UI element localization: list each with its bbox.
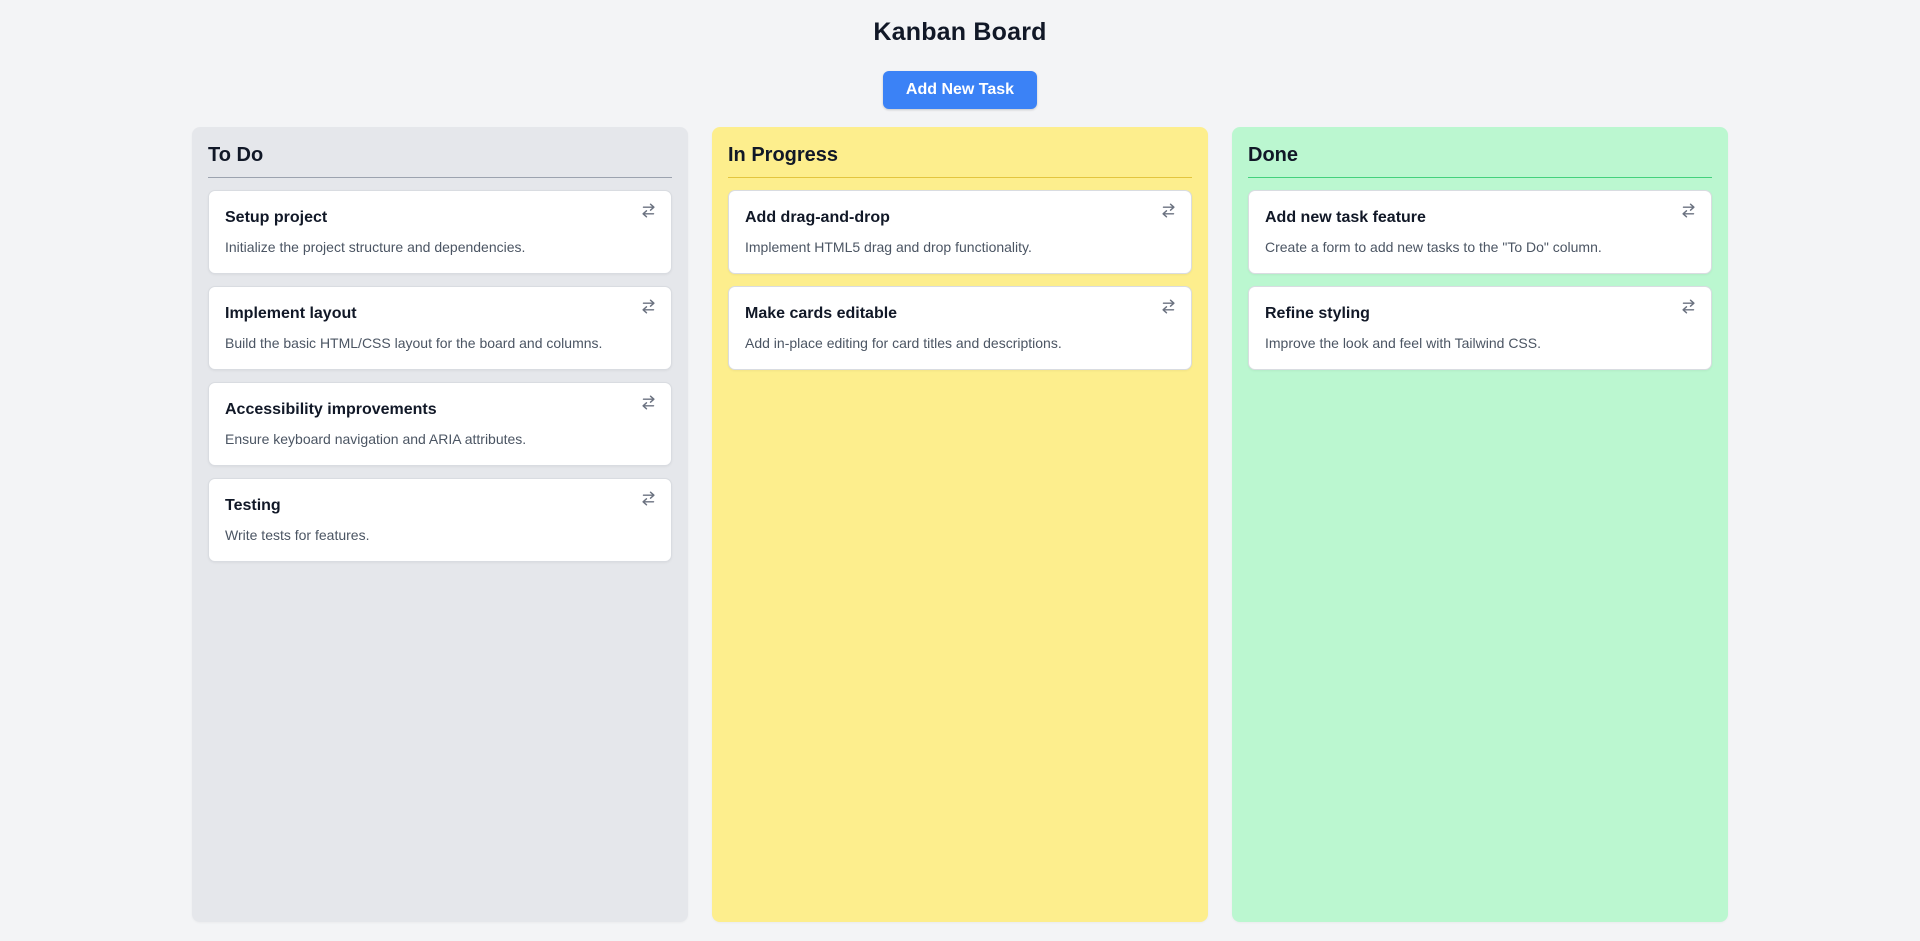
- card-title: Add drag-and-drop: [745, 209, 890, 226]
- page-title: Kanban Board: [873, 18, 1047, 46]
- kanban-column-inprogress: In Progress Add drag-and-drop Implement …: [712, 127, 1208, 922]
- card-description: Implement HTML5 drag and drop functional…: [745, 239, 1032, 255]
- kanban-board: To Do Setup project Initialize the proje…: [192, 127, 1728, 922]
- column-title: To Do: [208, 143, 672, 178]
- card-title: Accessibility improvements: [225, 401, 437, 418]
- task-card[interactable]: Setup project Initialize the project str…: [208, 190, 672, 274]
- card-title: Make cards editable: [745, 305, 898, 322]
- add-new-task-button[interactable]: Add New Task: [882, 71, 1038, 109]
- swap-arrows-icon: [1162, 203, 1175, 218]
- toolbar: Add New Task: [0, 71, 1920, 109]
- column-title: In Progress: [728, 143, 1192, 178]
- task-card[interactable]: Testing Write tests for features.: [208, 478, 672, 562]
- move-card-button[interactable]: [1678, 201, 1699, 220]
- column-cards: Setup project Initialize the project str…: [208, 190, 672, 562]
- task-card[interactable]: Add new task feature Create a form to ad…: [1248, 190, 1712, 274]
- swap-arrows-icon: [642, 395, 655, 410]
- card-description: Initialize the project structure and dep…: [225, 239, 526, 255]
- task-card[interactable]: Refine styling Improve the look and feel…: [1248, 286, 1712, 370]
- column-cards: Add new task feature Create a form to ad…: [1248, 190, 1712, 370]
- card-title: Refine styling: [1265, 305, 1370, 322]
- card-description: Ensure keyboard navigation and ARIA attr…: [225, 431, 527, 447]
- card-title: Implement layout: [225, 305, 357, 322]
- card-title: Setup project: [225, 209, 328, 226]
- task-card[interactable]: Implement layout Build the basic HTML/CS…: [208, 286, 672, 370]
- card-description: Build the basic HTML/CSS layout for the …: [225, 335, 603, 351]
- task-card[interactable]: Add drag-and-drop Implement HTML5 drag a…: [728, 190, 1192, 274]
- swap-arrows-icon: [642, 491, 655, 506]
- swap-arrows-icon: [642, 299, 655, 314]
- column-cards: Add drag-and-drop Implement HTML5 drag a…: [728, 190, 1192, 370]
- swap-arrows-icon: [1682, 299, 1695, 314]
- kanban-column-todo: To Do Setup project Initialize the proje…: [192, 127, 688, 922]
- swap-arrows-icon: [1682, 203, 1695, 218]
- move-card-button[interactable]: [638, 489, 659, 508]
- card-description: Improve the look and feel with Tailwind …: [1265, 335, 1541, 351]
- card-description: Write tests for features.: [225, 527, 370, 543]
- card-title: Add new task feature: [1265, 209, 1426, 226]
- swap-arrows-icon: [1162, 299, 1175, 314]
- card-description: Create a form to add new tasks to the "T…: [1265, 239, 1602, 255]
- move-card-button[interactable]: [1678, 297, 1699, 316]
- swap-arrows-icon: [642, 203, 655, 218]
- move-card-button[interactable]: [1158, 201, 1179, 220]
- move-card-button[interactable]: [638, 201, 659, 220]
- card-description: Add in-place editing for card titles and…: [745, 335, 1062, 351]
- task-card[interactable]: Accessibility improvements Ensure keyboa…: [208, 382, 672, 466]
- column-title: Done: [1248, 143, 1712, 178]
- task-card[interactable]: Make cards editable Add in-place editing…: [728, 286, 1192, 370]
- move-card-button[interactable]: [638, 297, 659, 316]
- kanban-column-done: Done Add new task feature Create a form …: [1232, 127, 1728, 922]
- card-title: Testing: [225, 497, 281, 514]
- move-card-button[interactable]: [1158, 297, 1179, 316]
- move-card-button[interactable]: [638, 393, 659, 412]
